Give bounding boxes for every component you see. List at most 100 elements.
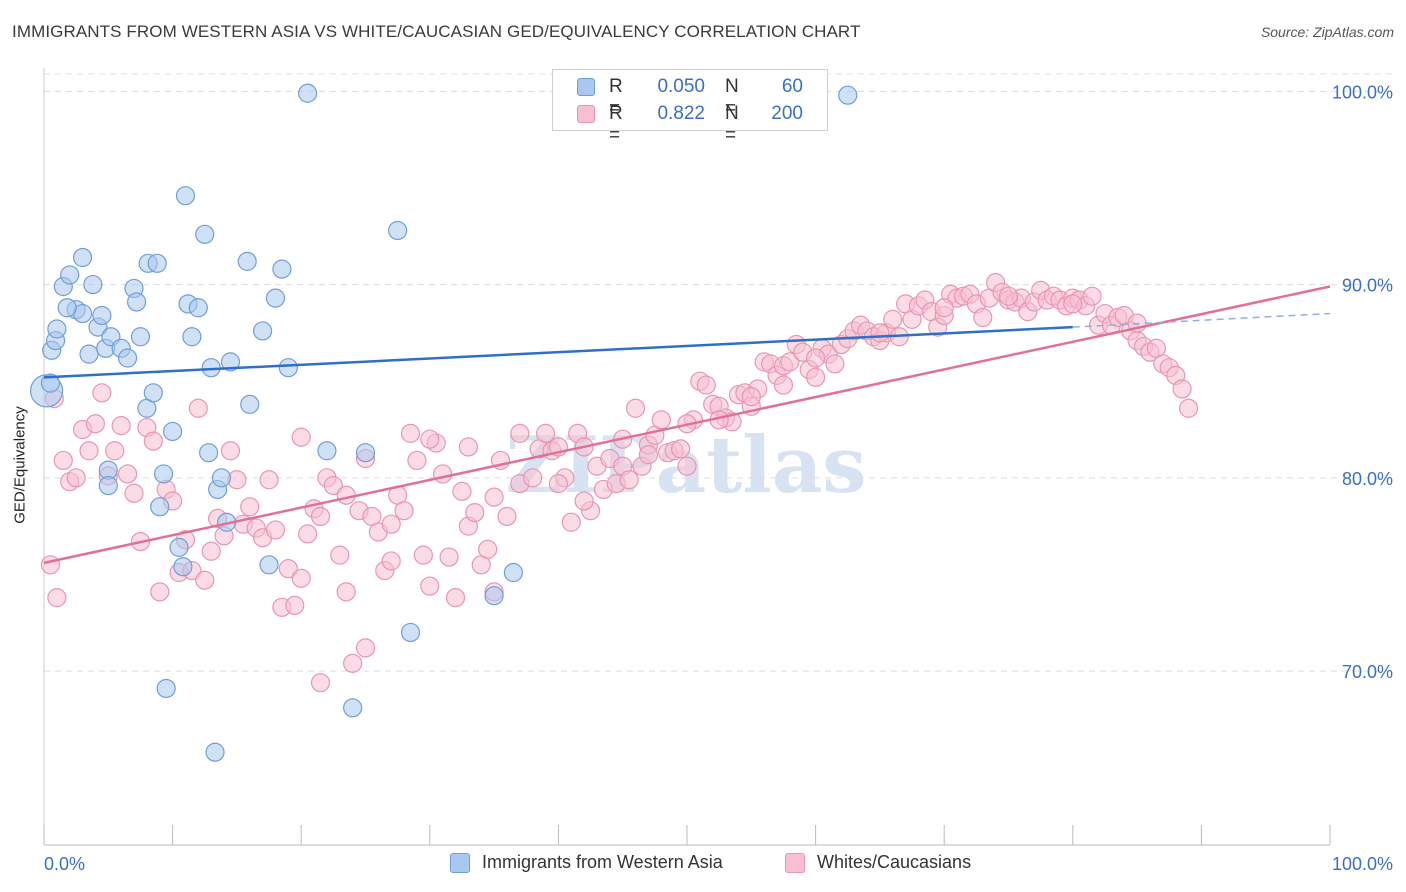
point-whites bbox=[105, 441, 125, 461]
r-value: 0.050 bbox=[657, 76, 705, 97]
point-whites bbox=[355, 638, 376, 658]
point-whites bbox=[291, 427, 311, 447]
r-label: R = bbox=[609, 103, 623, 146]
point-whites bbox=[79, 441, 99, 461]
point-whites bbox=[420, 576, 440, 596]
legend-label: Immigrants from Western Asia bbox=[482, 852, 723, 872]
point-whites bbox=[291, 568, 311, 588]
point-whites bbox=[220, 441, 241, 461]
point-whites bbox=[117, 464, 138, 484]
point-whites bbox=[413, 545, 433, 565]
point-western-asia bbox=[355, 443, 376, 463]
point-whites bbox=[336, 582, 356, 602]
point-western-asia bbox=[400, 622, 421, 643]
point-western-asia bbox=[205, 742, 225, 762]
point-whites bbox=[278, 559, 298, 579]
point-whites bbox=[741, 387, 761, 407]
r-label: R = bbox=[609, 76, 623, 119]
point-western-asia bbox=[147, 253, 167, 273]
point-whites bbox=[407, 450, 427, 471]
point-western-asia bbox=[40, 373, 61, 393]
point-whites bbox=[40, 555, 61, 575]
point-whites bbox=[420, 429, 440, 449]
point-whites bbox=[92, 383, 112, 403]
point-western-asia bbox=[175, 186, 196, 206]
point-western-asia bbox=[484, 586, 504, 606]
point-western-asia bbox=[503, 562, 523, 583]
legend-label: Whites/Caucasians bbox=[817, 852, 972, 872]
point-western-asia bbox=[143, 383, 163, 403]
y-tick-label: 80.0% bbox=[1342, 469, 1393, 489]
point-whites bbox=[638, 445, 659, 465]
point-western-asia bbox=[237, 251, 257, 271]
point-whites bbox=[439, 547, 459, 567]
point-whites bbox=[240, 497, 260, 517]
point-western-asia bbox=[156, 678, 176, 699]
point-whites bbox=[825, 354, 845, 374]
point-whites bbox=[1082, 286, 1102, 306]
point-whites bbox=[66, 468, 86, 488]
point-western-asia bbox=[188, 298, 208, 318]
n-value: 60 bbox=[781, 76, 803, 97]
point-whites bbox=[773, 375, 794, 395]
point-whites bbox=[298, 524, 318, 544]
point-western-asia bbox=[265, 288, 286, 308]
point-whites bbox=[47, 588, 67, 608]
point-whites bbox=[535, 423, 556, 443]
blue-swatch bbox=[577, 78, 595, 96]
point-whites bbox=[265, 520, 286, 540]
trendline-whites bbox=[43, 285, 1331, 565]
point-whites bbox=[143, 431, 163, 451]
point-whites bbox=[998, 286, 1019, 306]
point-western-asia bbox=[92, 305, 112, 326]
point-whites bbox=[195, 570, 215, 590]
x-tick-label: 0.0% bbox=[44, 854, 85, 874]
point-western-asia bbox=[278, 358, 298, 378]
point-whites bbox=[310, 673, 331, 693]
point-whites bbox=[1063, 294, 1083, 314]
point-western-asia bbox=[130, 327, 151, 347]
point-whites bbox=[805, 367, 826, 387]
point-western-asia bbox=[182, 327, 202, 347]
point-whites bbox=[523, 468, 543, 488]
point-whites bbox=[619, 470, 639, 490]
point-western-asia bbox=[199, 443, 219, 463]
point-western-asia bbox=[79, 344, 99, 364]
point-western-asia bbox=[163, 421, 183, 442]
point-western-asia bbox=[169, 537, 189, 557]
point-western-asia bbox=[211, 468, 232, 488]
point-whites bbox=[445, 588, 466, 608]
point-western-asia bbox=[317, 441, 337, 461]
blue-swatch bbox=[450, 853, 470, 873]
point-whites bbox=[484, 487, 504, 507]
point-whites bbox=[310, 506, 331, 527]
point-western-asia bbox=[195, 224, 215, 244]
y-axis-label: GED/Equivalency bbox=[11, 406, 29, 524]
x-tick-label: 100.0% bbox=[1332, 854, 1393, 874]
point-whites bbox=[574, 491, 594, 511]
trendline-western-asia-extension bbox=[1072, 312, 1331, 328]
n-value: 200 bbox=[771, 103, 803, 124]
point-western-asia bbox=[298, 83, 318, 103]
y-tick-label: 100.0% bbox=[1332, 82, 1393, 102]
point-western-asia bbox=[126, 292, 147, 312]
point-western-asia bbox=[259, 555, 279, 575]
point-western-asia bbox=[272, 259, 292, 279]
point-western-asia bbox=[838, 85, 858, 105]
r-value: 0.822 bbox=[657, 103, 705, 124]
pink-swatch bbox=[785, 853, 805, 873]
point-whites bbox=[1178, 398, 1199, 418]
point-western-asia bbox=[388, 220, 408, 241]
chart-title: IMMIGRANTS FROM WESTERN ASIA VS WHITE/CA… bbox=[12, 22, 861, 41]
point-whites bbox=[330, 545, 350, 565]
point-whites bbox=[343, 653, 363, 673]
point-whites bbox=[150, 582, 170, 602]
point-whites bbox=[201, 541, 221, 561]
point-western-asia bbox=[72, 247, 93, 268]
point-western-asia bbox=[343, 698, 363, 718]
correlation-legend: R = 0.050 N = 60 R = 0.822 N = 200 bbox=[552, 69, 828, 146]
point-western-asia bbox=[47, 319, 67, 339]
point-western-asia bbox=[240, 394, 260, 414]
point-western-asia bbox=[253, 321, 273, 341]
